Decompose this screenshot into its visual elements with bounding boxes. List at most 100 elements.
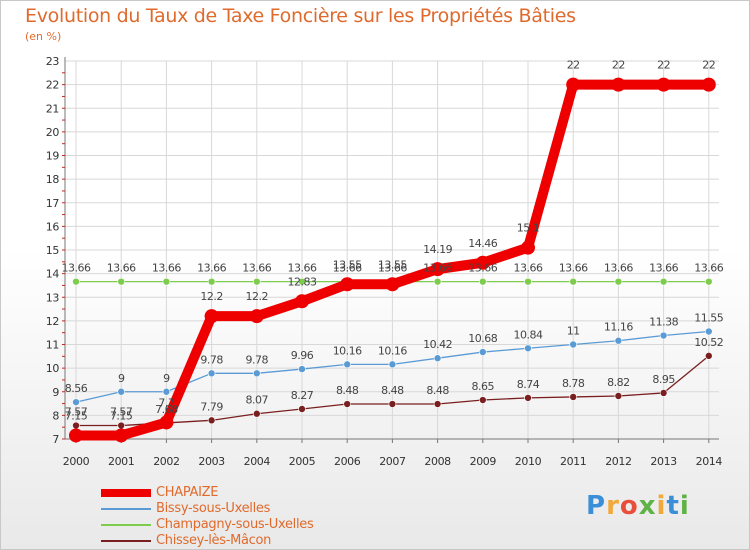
data-label-chissey-les-macon: 8.48	[426, 384, 449, 397]
data-label-chapaize: 13.55	[333, 258, 362, 271]
data-label-chissey-les-macon: 7.68	[155, 403, 178, 416]
legend-swatch	[101, 540, 151, 542]
grid-layer	[65, 60, 719, 440]
data-label-chissey-les-macon: 8.07	[246, 394, 269, 407]
y-tick-label: 13	[46, 291, 60, 304]
point-champagny-sous-uxelles	[72, 277, 80, 286]
y-tick-label: 15	[46, 244, 60, 257]
data-label-chapaize: 12.2	[246, 290, 269, 303]
data-label-chapaize: 13.55	[378, 258, 407, 271]
brand-letter: o	[619, 491, 639, 521]
y-tick-label: 22	[46, 79, 59, 92]
legend-swatch	[101, 524, 151, 526]
data-label-bissy-sous-uxelles: 9.78	[200, 353, 223, 366]
x-tick-label: 2006	[334, 455, 361, 468]
legend-label: Chissey-lès-Mâcon	[156, 533, 272, 548]
point-chissey-les-macon	[524, 394, 532, 402]
data-label-bissy-sous-uxelles: 9	[118, 372, 125, 385]
chart-subtitle: (en %)	[25, 30, 62, 43]
brand-letter: i	[679, 491, 690, 521]
data-label-champagny-sous-uxelles: 13.66	[378, 262, 407, 275]
point-bissy-sous-uxelles	[298, 365, 306, 373]
x-tick-label: 2014	[696, 455, 723, 468]
data-label-bissy-sous-uxelles: 11.55	[694, 312, 723, 325]
data-label-champagny-sous-uxelles: 13.66	[423, 262, 452, 275]
point-chapaize	[475, 255, 490, 270]
point-bissy-sous-uxelles	[207, 369, 216, 378]
y-tick-label: 8	[52, 409, 59, 422]
point-chissey-les-macon	[614, 392, 623, 400]
data-label-chissey-les-macon: 8.74	[517, 378, 540, 391]
x-tick-label: 2013	[650, 455, 677, 468]
point-champagny-sous-uxelles	[117, 277, 125, 286]
data-label-chissey-les-macon: 8.95	[652, 373, 675, 386]
point-bissy-sous-uxelles	[117, 387, 125, 396]
data-label-champagny-sous-uxelles: 13.66	[152, 262, 181, 275]
point-chapaize	[701, 77, 716, 92]
point-chapaize	[114, 428, 129, 443]
point-chissey-les-macon	[659, 389, 668, 397]
x-tick-label: 2008	[424, 455, 451, 468]
y-tick-label: 20	[46, 126, 60, 139]
data-label-bissy-sous-uxelles: 9.96	[291, 349, 314, 362]
point-chissey-les-macon	[117, 421, 125, 430]
data-label-bissy-sous-uxelles: 11	[567, 325, 580, 338]
data-label-chissey-les-macon: 8.78	[562, 377, 585, 390]
y-tick-label: 19	[46, 150, 60, 163]
data-label-champagny-sous-uxelles: 13.66	[197, 262, 226, 275]
y-tick-label: 7	[52, 433, 59, 446]
point-champagny-sous-uxelles	[614, 277, 623, 286]
y-tick-label: 18	[46, 173, 60, 186]
point-bissy-sous-uxelles	[72, 398, 80, 406]
point-bissy-sous-uxelles	[162, 387, 171, 396]
point-bissy-sous-uxelles	[569, 340, 578, 349]
data-label-chapaize: 12.2	[200, 290, 223, 303]
point-chissey-les-macon	[343, 400, 352, 408]
data-label-champagny-sous-uxelles: 13.66	[288, 262, 317, 275]
point-chissey-les-macon	[207, 416, 216, 425]
brand-letter: P	[586, 491, 607, 521]
data-label-chapaize: 22	[702, 59, 715, 72]
point-champagny-sous-uxelles	[478, 277, 487, 286]
data-label-champagny-sous-uxelles: 13.66	[604, 262, 633, 275]
data-label-chapaize: 14.19	[423, 243, 452, 256]
brand-letter: i	[656, 491, 667, 521]
y-tick-label: 14	[46, 268, 60, 281]
point-bissy-sous-uxelles	[524, 344, 532, 353]
data-label-chapaize: 12.83	[288, 275, 317, 288]
legend-label: CHAPAIZE	[156, 485, 219, 500]
point-chapaize	[566, 77, 581, 92]
data-label-bissy-sous-uxelles: 9.78	[246, 353, 269, 366]
data-label-chissey-les-macon: 7.57	[65, 406, 88, 419]
point-chissey-les-macon	[72, 421, 80, 430]
point-chapaize	[340, 277, 355, 292]
legend-swatch	[101, 489, 151, 497]
brand-logo: Proxiti	[586, 491, 690, 521]
y-tick-label: 9	[52, 386, 59, 399]
data-label-champagny-sous-uxelles: 13.66	[242, 262, 271, 275]
point-chapaize	[69, 428, 83, 443]
point-champagny-sous-uxelles	[704, 277, 713, 286]
point-chissey-les-macon	[569, 393, 578, 401]
data-label-bissy-sous-uxelles: 10.68	[468, 332, 497, 345]
x-tick-label: 2001	[108, 455, 134, 468]
data-label-bissy-sous-uxelles: 9	[163, 372, 170, 385]
data-label-champagny-sous-uxelles: 13.66	[694, 262, 723, 275]
data-label-chissey-les-macon: 8.65	[472, 380, 495, 393]
point-chissey-les-macon	[388, 400, 397, 408]
brand-letter: t	[666, 491, 680, 521]
data-label-bissy-sous-uxelles: 11.38	[649, 316, 678, 329]
point-chapaize	[521, 240, 535, 255]
x-tick-label: 2004	[244, 455, 271, 468]
brand-letter: r	[606, 491, 620, 521]
point-chapaize	[295, 294, 309, 309]
data-label-chapaize: 22	[657, 59, 670, 72]
data-label-bissy-sous-uxelles: 11.16	[604, 321, 633, 334]
point-chissey-les-macon	[298, 405, 306, 413]
x-tick-label: 2000	[63, 455, 90, 468]
point-champagny-sous-uxelles	[433, 277, 442, 286]
point-chissey-les-macon	[433, 400, 442, 408]
point-champagny-sous-uxelles	[253, 277, 261, 286]
